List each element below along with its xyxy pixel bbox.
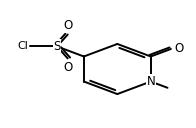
Text: Cl: Cl [18,41,28,51]
Text: O: O [63,19,72,32]
Text: O: O [174,42,184,55]
Text: N: N [146,75,155,88]
Text: S: S [53,40,61,53]
Text: O: O [63,61,72,74]
